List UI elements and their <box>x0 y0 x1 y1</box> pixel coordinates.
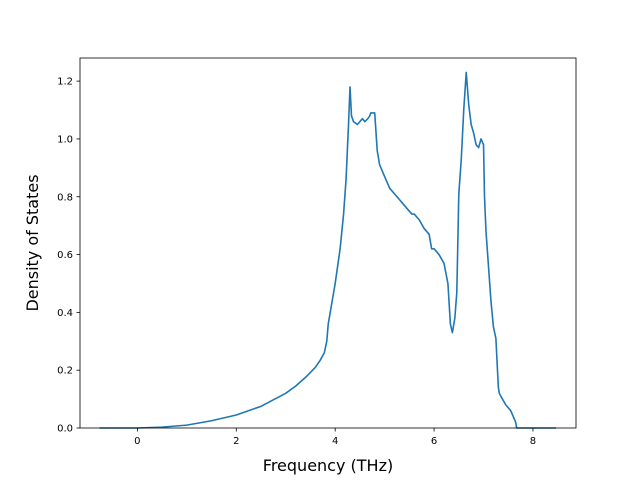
x-axis-label: Frequency (THz) <box>263 456 393 475</box>
x-tick-label: 6 <box>431 436 437 447</box>
x-tick-label: 4 <box>332 436 338 447</box>
y-tick-label: 1.2 <box>57 77 73 88</box>
y-tick-label: 0.8 <box>57 192 73 203</box>
y-tick-label: 1.0 <box>57 134 73 145</box>
x-tick-label: 8 <box>530 436 536 447</box>
y-tick-label: 0.4 <box>57 308 73 319</box>
y-tick-label: 0.0 <box>57 424 73 435</box>
x-tick-label: 0 <box>134 436 140 447</box>
dos-series-line <box>99 71 557 429</box>
y-axis-label: Density of States <box>23 174 42 311</box>
y-tick-label: 0.6 <box>57 250 73 261</box>
plot-area <box>99 71 557 429</box>
axes-frame <box>79 57 577 429</box>
x-tick-label: 2 <box>233 436 239 447</box>
y-tick-label: 0.2 <box>57 366 73 377</box>
y-axis-ticks: 0.0 0.2 0.4 0.6 0.8 1.0 1.2 <box>57 77 80 435</box>
x-axis-ticks: 0 2 4 6 8 <box>134 428 536 447</box>
